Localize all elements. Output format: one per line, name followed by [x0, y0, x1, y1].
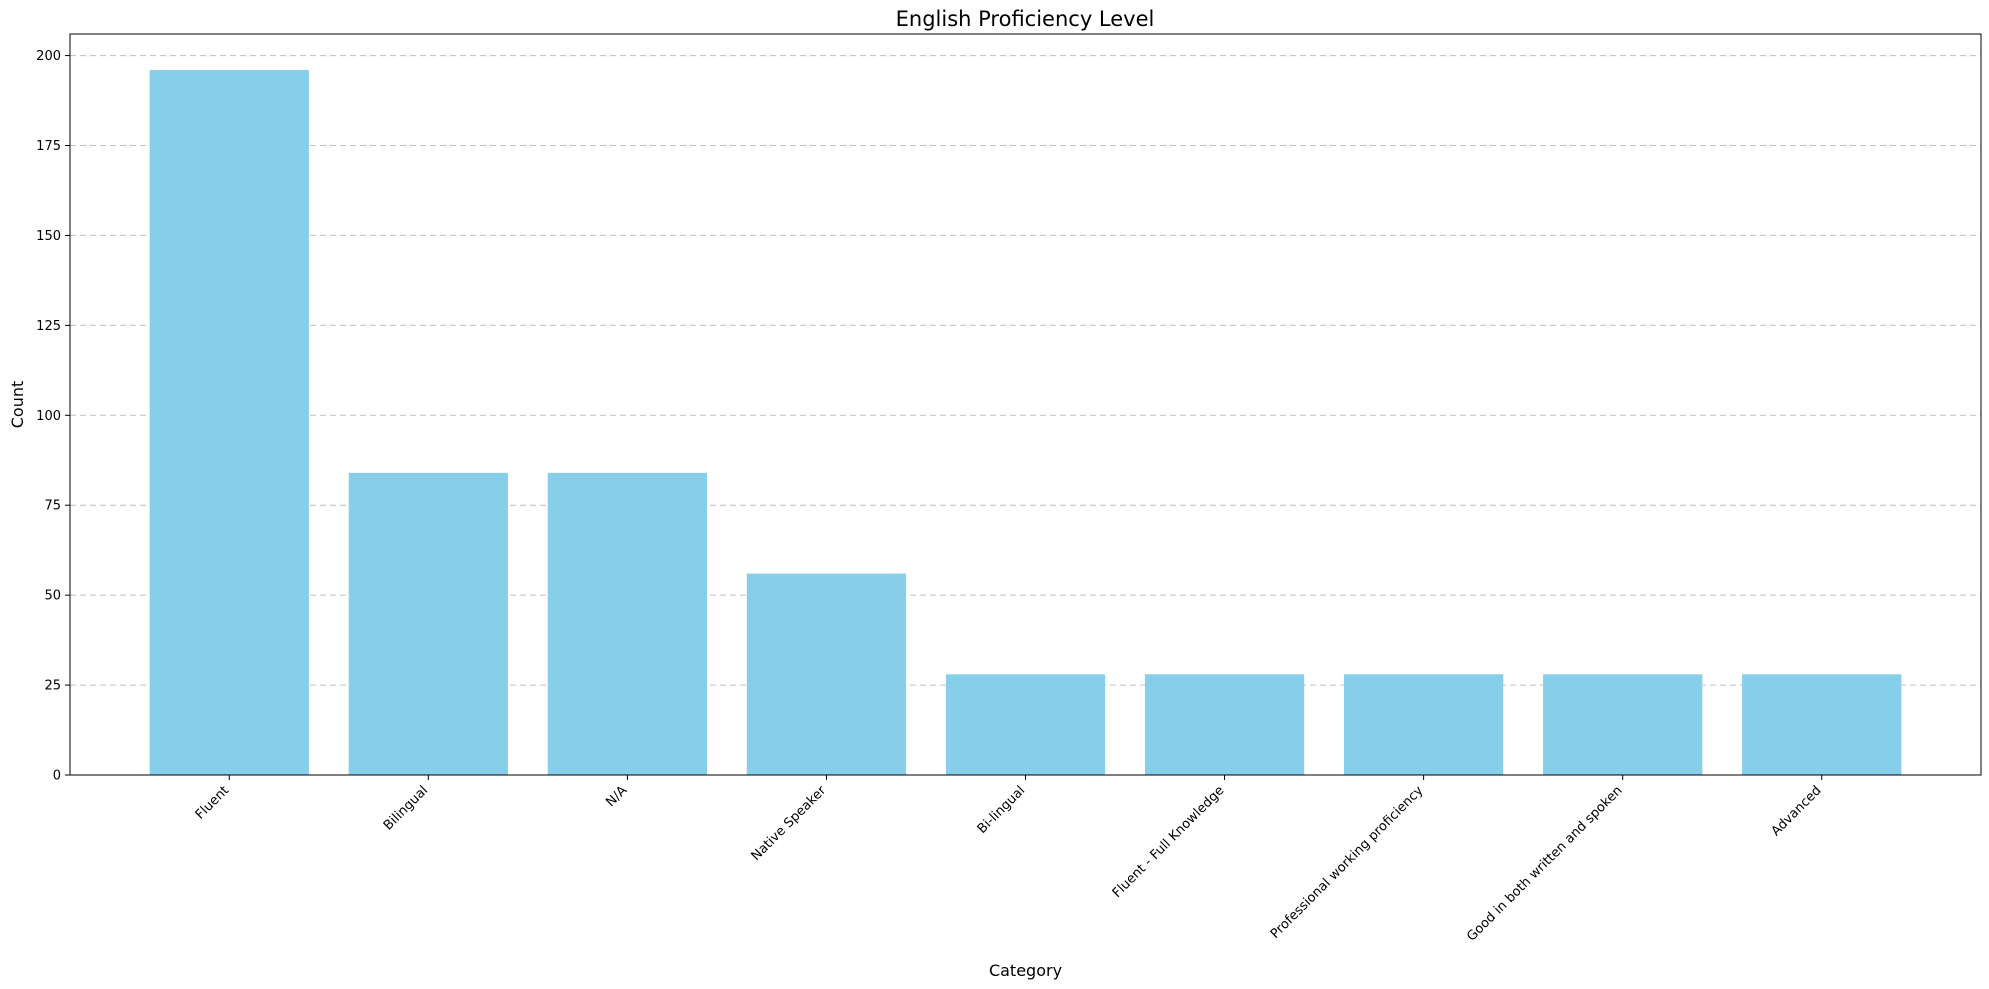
y-tick-label: 0	[53, 769, 61, 784]
y-tick-label: 150	[36, 229, 61, 244]
y-tick-label: 75	[44, 499, 61, 514]
bars-group	[149, 69, 1902, 775]
bar	[1144, 674, 1305, 775]
bar	[348, 472, 508, 775]
x-tick-label: N/A	[603, 783, 630, 810]
y-tick-label: 200	[36, 49, 61, 64]
bar	[547, 472, 707, 775]
y-tick-label: 125	[36, 319, 61, 334]
y-axis-label: Count	[8, 381, 27, 429]
bar	[1344, 674, 1504, 775]
y-tick-label: 100	[36, 409, 61, 424]
bar	[149, 69, 309, 775]
bar	[1543, 674, 1703, 775]
bar	[746, 573, 907, 775]
x-tick-label: Native Speaker	[749, 783, 830, 864]
x-tick-label: Fluent - Full Knowledge	[1110, 783, 1228, 901]
x-axis-ticks: Fluent Bilingual N/A Native Speaker Bi-lingu…	[193, 775, 1825, 944]
chart-title: English Proficiency Level	[896, 7, 1155, 31]
x-axis-label: Category	[989, 961, 1062, 980]
y-tick-label: 25	[44, 679, 61, 694]
y-tick-label: 50	[44, 589, 61, 604]
bar	[945, 674, 1106, 775]
x-tick-label: Professional working proficiency	[1268, 783, 1427, 942]
x-tick-label: Bi-lingual	[975, 783, 1029, 837]
bar	[1742, 674, 1902, 775]
y-tick-label: 175	[36, 139, 61, 154]
y-axis-ticks: 0 25 50 75 100 125 150 175 200	[36, 49, 70, 784]
x-tick-label: Advanced	[1769, 783, 1825, 839]
x-tick-label: Good in both written and spoken	[1464, 783, 1625, 944]
x-tick-label: Bilingual	[381, 783, 431, 833]
x-tick-label: Fluent	[193, 783, 232, 822]
y-grid-lines	[70, 55, 1981, 686]
